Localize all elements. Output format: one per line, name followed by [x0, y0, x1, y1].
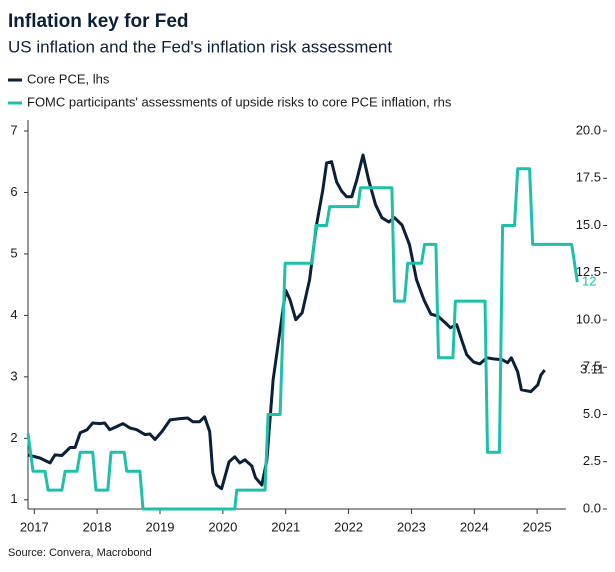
x-tick-label: 2024 [460, 519, 489, 534]
y-tick-label: 6 [10, 184, 17, 199]
y2-tick-label: 5.0 [583, 406, 601, 421]
legend-label: Core PCE, lhs [27, 71, 110, 86]
series-line [26, 167, 579, 511]
x-tick-label: 2025 [523, 519, 552, 534]
y-tick-label: 2 [10, 430, 17, 445]
y2-tick-label: 2.5 [583, 453, 601, 468]
x-tick-label: 2017 [20, 519, 49, 534]
legend-label: FOMC participants' assessments of upside… [27, 94, 452, 109]
x-tick-label: 2022 [334, 519, 363, 534]
x-tick-label: 2023 [397, 519, 426, 534]
y2-tick-label: 17.5 [576, 170, 601, 185]
y-tick-label: 7 [10, 122, 17, 137]
y2-tick-label: 0.0 [583, 500, 601, 515]
chart-subtitle: US inflation and the Fed's inflation ris… [8, 37, 392, 56]
x-tick-label: 2020 [208, 519, 237, 534]
x-tick-label: 2021 [271, 519, 300, 534]
source: Source: Convera, Macrobond [8, 547, 152, 559]
x-tick-label: 2019 [146, 519, 175, 534]
y2-tick-label: 10.0 [576, 311, 601, 326]
end-value-label: 12 [582, 274, 596, 289]
y2-tick-label: 20.0 [576, 122, 601, 137]
series-line [27, 153, 546, 491]
end-value-label: 3.11 [580, 362, 604, 377]
x-tick-label: 2018 [83, 519, 112, 534]
y2-tick-label: 15.0 [576, 217, 601, 232]
y2-tick-label: 7.5 [583, 359, 601, 374]
y-tick-label: 4 [10, 307, 17, 322]
chart-title: Inflation key for Fed [8, 11, 189, 32]
y-tick-label: 1 [10, 491, 17, 506]
y-tick-label: 5 [10, 245, 17, 260]
y2-tick-label: 12.5 [576, 264, 601, 279]
y-tick-label: 3 [10, 368, 17, 383]
